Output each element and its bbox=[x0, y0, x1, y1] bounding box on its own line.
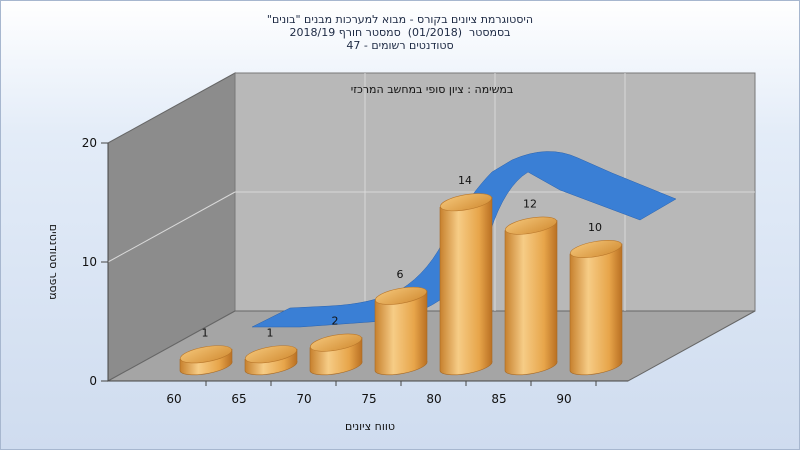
x-tick-label: 80 bbox=[426, 392, 441, 406]
bar-value-label: 6 bbox=[397, 268, 404, 281]
bar-80: 14 bbox=[439, 174, 493, 376]
x-axis-label: טווח ציונים bbox=[345, 420, 395, 433]
chart-title-line-3: סטודנטים רשומים - 47 bbox=[346, 39, 454, 52]
bar-top bbox=[440, 193, 492, 212]
bar-top bbox=[375, 286, 427, 305]
bar-value-label: 12 bbox=[523, 198, 537, 211]
bar-value-label: 14 bbox=[458, 174, 472, 187]
bar-body bbox=[439, 196, 493, 376]
chart-annotation: במשימה : ציון סופי במחשב המרכזי bbox=[351, 83, 514, 96]
bar-top bbox=[505, 216, 557, 235]
bar-value-label: 2 bbox=[332, 315, 339, 328]
x-tick-label: 85 bbox=[491, 392, 506, 406]
x-tick-label: 70 bbox=[296, 392, 311, 406]
bar-top bbox=[180, 345, 232, 364]
chart-title-line-2: בסמסטר (01/2018) סמסטר חורף 2018/19 bbox=[289, 26, 511, 39]
chart-title-line-1: היסטוגרמת ציונים בקורס - מבוא למערכות מב… bbox=[266, 13, 534, 26]
bar-65: 1 bbox=[244, 326, 298, 376]
x-tick-label: 60 bbox=[166, 392, 181, 406]
bar-75: 6 bbox=[374, 268, 428, 376]
x-tick-label: 75 bbox=[361, 392, 376, 406]
x-tick-label: 65 bbox=[231, 392, 246, 406]
bar-top bbox=[570, 240, 622, 258]
y-tick-label: 10 bbox=[82, 255, 97, 269]
bar-85: 12 bbox=[504, 198, 558, 376]
bar-top bbox=[245, 345, 297, 364]
y-tick-label: 0 bbox=[89, 374, 97, 388]
y-axis-label: מספר סטודנטים bbox=[47, 224, 60, 300]
bar-body bbox=[504, 220, 558, 376]
y-axis-ticks: 0 10 20 bbox=[82, 136, 108, 388]
bar-value-label: 10 bbox=[588, 221, 602, 234]
bar-60: 1 bbox=[179, 326, 233, 376]
x-tick-label: 90 bbox=[556, 392, 571, 406]
x-axis-ticks: 60 65 70 75 80 85 90 bbox=[166, 381, 597, 406]
bar-body bbox=[569, 243, 623, 376]
bar-body bbox=[374, 290, 428, 376]
bar-90: 10 bbox=[569, 221, 623, 376]
bar-value-label: 1 bbox=[267, 326, 274, 339]
bar-top bbox=[310, 333, 362, 352]
y-tick-label: 20 bbox=[82, 136, 97, 150]
bar-value-label: 1 bbox=[202, 326, 209, 339]
bar-70: 2 bbox=[309, 315, 363, 376]
